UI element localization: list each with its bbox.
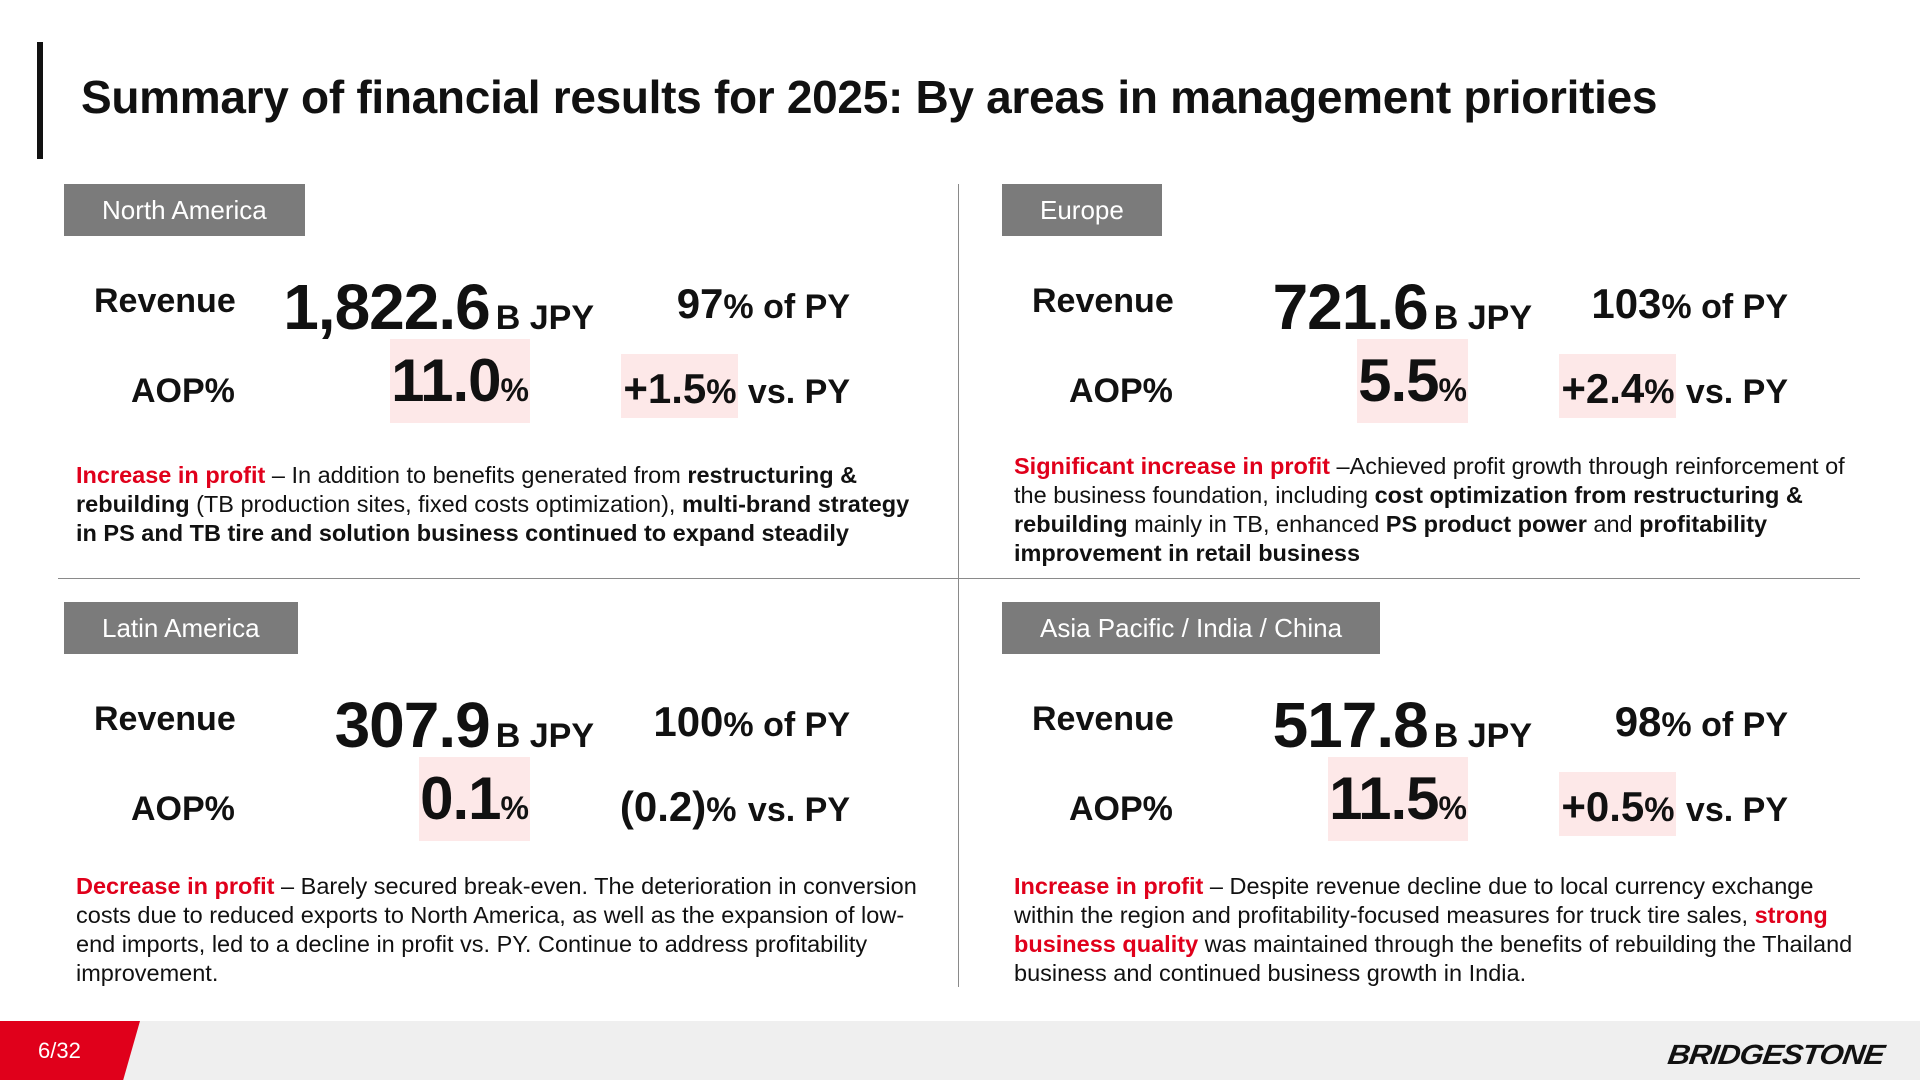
- footer-bar: [0, 1021, 1920, 1080]
- vs-percent: %: [1644, 791, 1675, 829]
- highlight-red-text: Decrease in profit: [76, 873, 275, 899]
- py-ratio: 103% of PY: [1591, 280, 1788, 328]
- py-value: 98: [1614, 698, 1662, 745]
- body-text: (TB production sites, fixed costs optimi…: [189, 491, 682, 517]
- bridgestone-logo: BRIDGESTONE: [1666, 1038, 1887, 1071]
- revenue-figure: 517.8 B JPY: [1273, 688, 1532, 762]
- revenue-label: Revenue: [94, 282, 236, 320]
- aop-value: 0.1: [420, 765, 501, 832]
- vs-value: +1.5: [623, 365, 707, 412]
- highlight-red-text: strong business quality: [1014, 902, 1828, 957]
- revenue-figure: 1,822.6 B JPY: [283, 270, 594, 344]
- region-tag: Latin America: [64, 602, 298, 654]
- aop-figure: 0.1%: [419, 757, 530, 841]
- aop-figure: 5.5%: [1357, 339, 1468, 423]
- vs-percent: %: [706, 373, 737, 411]
- py-unit: % of PY: [723, 288, 850, 326]
- body-text: mainly in TB, enhanced: [1127, 511, 1386, 537]
- aop-unit: %: [1438, 372, 1467, 408]
- revenue-figure: 721.6 B JPY: [1273, 270, 1532, 344]
- revenue-unit: B JPY: [1433, 299, 1532, 337]
- revenue-label: Revenue: [94, 700, 236, 738]
- bold-text: multi-brand strategy in PS and TB tire a…: [76, 491, 910, 546]
- revenue-value: 307.9: [334, 689, 491, 761]
- body-text: – Barely secured break-even. The deterio…: [76, 873, 917, 986]
- region-tag: North America: [64, 184, 305, 236]
- aop-unit: %: [500, 790, 529, 826]
- body-text: – Despite revenue decline due to local c…: [1014, 873, 1814, 928]
- region-north-america: North America Revenue AOP% 1,822.6 B JPY …: [0, 0, 909, 546]
- region-asia-pacific: Asia Pacific / India / China Revenue AOP…: [938, 418, 1852, 986]
- vs-unit: vs. PY: [1676, 373, 1788, 411]
- py-value: 100: [653, 698, 724, 745]
- vertical-divider: [958, 184, 959, 987]
- aop-unit: %: [1438, 790, 1467, 826]
- aop-label: AOP%: [1069, 790, 1173, 828]
- py-unit: % of PY: [1661, 706, 1788, 744]
- horizontal-divider: [58, 578, 1860, 579]
- py-ratio: 97% of PY: [677, 280, 850, 328]
- py-value: 103: [1591, 280, 1662, 327]
- vs-unit: vs. PY: [738, 791, 850, 829]
- region-latin-america: Latin America Revenue AOP% 307.9 B JPY 10…: [0, 418, 917, 986]
- bold-text: restructuring & rebuilding: [76, 462, 858, 517]
- body-text: –Achieved profit growth through reinforc…: [1014, 453, 1845, 508]
- region-description: Decrease in profit – Barely secured brea…: [76, 872, 936, 988]
- revenue-unit: B JPY: [495, 717, 594, 755]
- body-text: – In addition to benefits generated from: [265, 462, 688, 488]
- py-value: 97: [676, 280, 724, 327]
- aop-unit: %: [500, 372, 529, 408]
- revenue-value: 517.8: [1272, 689, 1429, 761]
- highlight-red-text: Increase in profit: [1014, 873, 1204, 899]
- highlight-red-text: Significant increase in profit: [1014, 453, 1330, 479]
- highlight-red-text: Increase in profit: [76, 462, 266, 488]
- aop-label: AOP%: [131, 372, 235, 410]
- vs-unit: vs. PY: [1676, 791, 1788, 829]
- aop-figure: 11.0%: [390, 339, 530, 423]
- bold-text: cost optimization from restructuring & r…: [1014, 482, 1803, 537]
- region-description: Significant increase in profit –Achieved…: [1014, 452, 1874, 568]
- region-tag: Asia Pacific / India / China: [1002, 602, 1381, 654]
- page-number-text: 6/32: [38, 1038, 81, 1063]
- revenue-unit: B JPY: [1433, 717, 1532, 755]
- py-unit: % of PY: [1661, 288, 1788, 326]
- bold-text: profitability improvement in retail busi…: [1014, 511, 1768, 566]
- aop-value: 11.0: [391, 347, 501, 414]
- region-europe: Europe Revenue AOP% 721.6 B JPY 103% of P…: [938, 0, 1845, 566]
- vs-percent: %: [1644, 373, 1675, 411]
- vs-value: (0.2): [619, 783, 707, 830]
- revenue-label: Revenue: [1032, 700, 1174, 738]
- py-ratio: 98% of PY: [1615, 698, 1788, 746]
- revenue-value: 1,822.6: [283, 271, 491, 343]
- aop-figure: 11.5%: [1328, 757, 1468, 841]
- body-text: was maintained through the benefits of r…: [1014, 931, 1853, 986]
- page-number: 6/32: [0, 1021, 140, 1080]
- vs-py: +0.5% vs. PY: [1559, 772, 1788, 836]
- aop-value: 5.5: [1358, 347, 1439, 414]
- region-description: Increase in profit – Despite revenue dec…: [1014, 872, 1874, 988]
- bold-text: PS product power: [1385, 511, 1587, 537]
- revenue-figure: 307.9 B JPY: [335, 688, 594, 762]
- aop-value: 11.5: [1329, 765, 1439, 832]
- aop-label: AOP%: [131, 790, 235, 828]
- vs-value: +2.4: [1561, 365, 1645, 412]
- py-ratio: 100% of PY: [653, 698, 850, 746]
- title-accent-bar: [37, 42, 43, 159]
- revenue-value: 721.6: [1272, 271, 1429, 343]
- vs-value: +0.5: [1561, 783, 1645, 830]
- vs-percent: %: [706, 791, 737, 829]
- vs-py: +2.4% vs. PY: [1559, 354, 1788, 418]
- page-title: Summary of financial results for 2025: B…: [81, 71, 1658, 123]
- vs-unit: vs. PY: [738, 373, 850, 411]
- region-tag: Europe: [1002, 184, 1162, 236]
- py-unit: % of PY: [723, 706, 850, 744]
- vs-py: (0.2)% vs. PY: [618, 772, 850, 836]
- vs-py: +1.5% vs. PY: [621, 354, 850, 418]
- aop-label: AOP%: [1069, 372, 1173, 410]
- body-text: and: [1586, 511, 1640, 537]
- revenue-unit: B JPY: [495, 299, 594, 337]
- revenue-label: Revenue: [1032, 282, 1174, 320]
- region-description: Increase in profit – In addition to bene…: [76, 461, 936, 548]
